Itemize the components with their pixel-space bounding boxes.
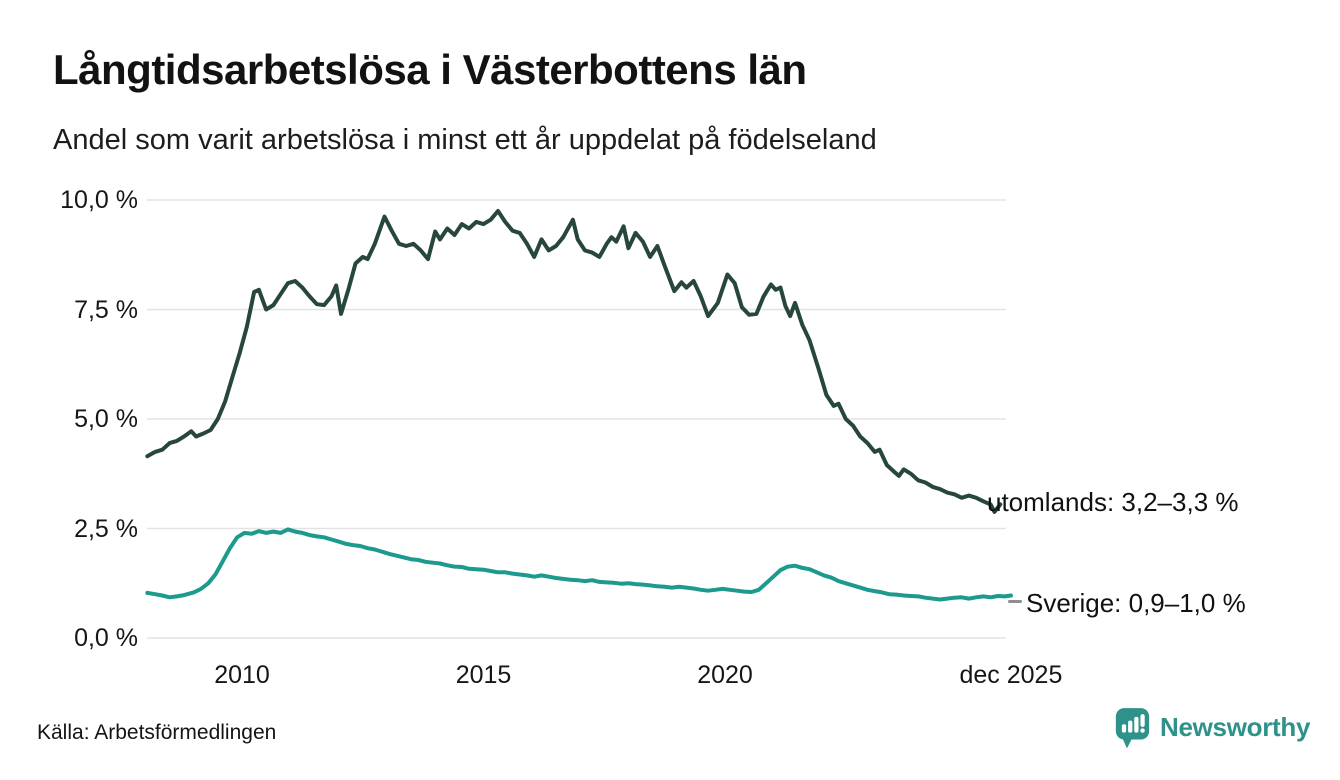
- x-axis-tick-2010: 2010: [214, 661, 270, 689]
- series-label-utomlands: utomlands: 3,2–3,3 %: [987, 487, 1239, 517]
- x-axis-tick-2015: 2015: [455, 661, 512, 689]
- sverige-label-connector: [1008, 600, 1022, 603]
- x-axis-tick-2020: 2020: [697, 661, 753, 689]
- x-axis-tick-dec-2025: dec 2025: [959, 661, 1063, 689]
- chart-title: Långtidsarbetslösa i Västerbottens län: [53, 46, 807, 93]
- series-line-utomlands: [145, 209, 1003, 514]
- y-axis-tick-7-5: 7,5 %: [74, 295, 138, 324]
- newsworthy-wordmark: Newsworthy: [1160, 712, 1311, 742]
- y-axis-tick-10: 10,0 %: [60, 186, 138, 214]
- y-axis-tick-2-5: 2,5 %: [74, 514, 138, 543]
- y-axis-tick-0: 0,0 %: [74, 624, 138, 652]
- chart-subtitle: Andel som varit arbetslösa i minst ett å…: [53, 124, 877, 156]
- y-axis-tick-5: 5,0 %: [74, 405, 138, 433]
- source-note: Källa: Arbetsförmedlingen: [37, 721, 277, 744]
- newsworthy-logo[interactable]: Newsworthy: [1114, 706, 1310, 749]
- newsworthy-pin-barchart-icon: [1114, 706, 1151, 749]
- series-label-sverige: Sverige: 0,9–1,0 %: [1026, 588, 1246, 618]
- series-line-sverige: [145, 527, 1013, 602]
